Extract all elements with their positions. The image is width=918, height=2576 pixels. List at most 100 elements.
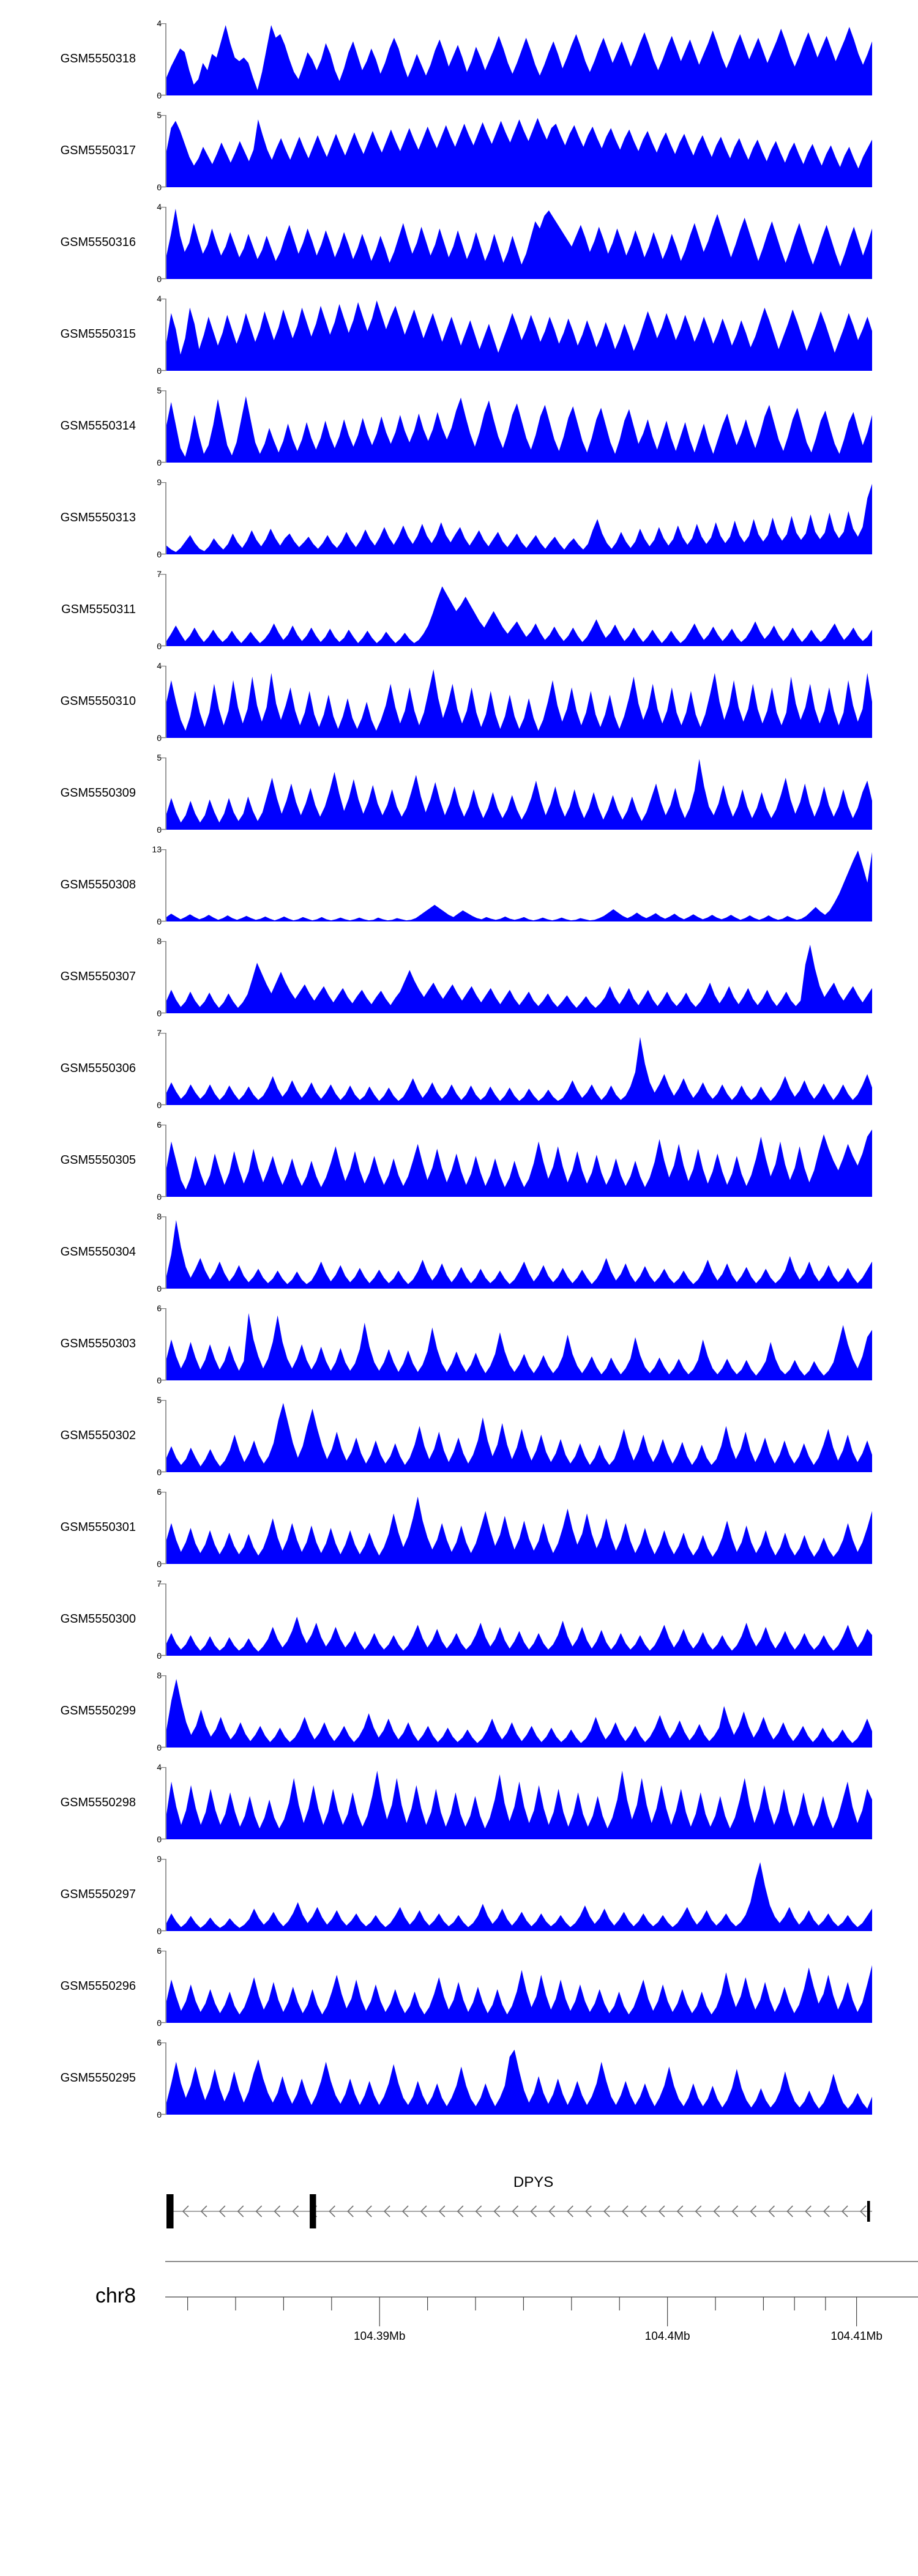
track-plot-area[interactable] xyxy=(158,666,875,739)
track-sample-label: GSM5550299 xyxy=(60,1704,136,1718)
track-plot-area[interactable] xyxy=(158,1125,875,1198)
track-sample-label: GSM5550318 xyxy=(60,52,136,65)
coverage-area xyxy=(166,944,872,1013)
coverage-track[interactable]: GSM5550299 8 0 xyxy=(0,1671,918,1752)
coverage-track[interactable]: GSM5550302 5 0 xyxy=(0,1396,918,1476)
track-plot-area[interactable] xyxy=(158,574,875,647)
coverage-area xyxy=(166,850,872,921)
track-plot-area[interactable] xyxy=(158,299,875,372)
strand-arrow-left-icon xyxy=(255,2205,263,2217)
coverage-area xyxy=(166,586,872,646)
coverage-track[interactable]: GSM5550305 6 0 xyxy=(0,1120,918,1201)
strand-arrow-left-icon xyxy=(786,2205,793,2217)
gene-annotation-track[interactable]: DPYS xyxy=(0,2164,918,2243)
y-axis-bracket xyxy=(158,758,166,830)
strand-arrow-left-icon xyxy=(859,2205,867,2217)
coverage-track[interactable]: GSM5550318 4 0 xyxy=(0,19,918,100)
coverage-track[interactable]: GSM5550304 8 0 xyxy=(0,1212,918,1293)
coverage-plot xyxy=(158,1400,872,1473)
strand-arrow-left-icon xyxy=(438,2205,446,2217)
strand-arrow-left-icon xyxy=(676,2205,684,2217)
strand-arrow-left-icon xyxy=(493,2205,501,2217)
y-axis-bracket xyxy=(158,1216,166,1289)
strand-arrow-left-icon xyxy=(530,2205,537,2217)
coverage-area xyxy=(166,1402,872,1472)
track-plot-area[interactable] xyxy=(158,1400,875,1473)
coverage-plot xyxy=(158,23,872,96)
strand-arrow-left-icon xyxy=(292,2205,299,2217)
strand-arrow-left-icon xyxy=(567,2205,573,2217)
coverage-track[interactable]: GSM5550317 5 0 xyxy=(0,111,918,192)
strand-arrow-left-icon xyxy=(548,2205,555,2217)
strand-arrow-left-icon xyxy=(420,2205,427,2217)
strand-arrow-left-icon xyxy=(621,2205,629,2217)
coverage-track[interactable]: GSM5550298 4 0 xyxy=(0,1763,918,1844)
y-axis-bracket xyxy=(158,1859,166,1932)
gene-label: DPYS xyxy=(513,2174,554,2191)
coverage-area xyxy=(166,24,872,96)
coverage-plot xyxy=(158,1308,872,1381)
coverage-track[interactable]: GSM5550308 13 0 xyxy=(0,845,918,926)
track-plot-area[interactable] xyxy=(158,1675,875,1749)
exon-block[interactable] xyxy=(166,2194,174,2228)
coverage-track[interactable]: GSM5550315 4 0 xyxy=(0,294,918,375)
track-plot-area[interactable] xyxy=(158,115,875,188)
exon-block[interactable] xyxy=(867,2201,870,2222)
exon-block[interactable] xyxy=(310,2194,316,2228)
coverage-plot xyxy=(158,482,872,555)
coverage-track[interactable]: GSM5550311 7 0 xyxy=(0,570,918,650)
coverage-track[interactable]: GSM5550316 4 0 xyxy=(0,203,918,283)
y-axis-bracket xyxy=(158,115,166,188)
coverage-plot xyxy=(158,299,872,371)
y-axis-bracket xyxy=(158,1400,166,1473)
coverage-track[interactable]: GSM5550300 7 0 xyxy=(0,1579,918,1660)
track-plot-area[interactable] xyxy=(158,1033,875,1106)
coverage-track[interactable]: GSM5550306 7 0 xyxy=(0,1029,918,1109)
track-plot-area[interactable] xyxy=(158,1308,875,1382)
coverage-area xyxy=(166,1219,872,1289)
coverage-plot xyxy=(158,2042,872,2115)
coverage-plot xyxy=(158,849,872,922)
strand-arrow-left-icon xyxy=(658,2205,665,2217)
track-plot-area[interactable] xyxy=(158,1859,875,1932)
track-plot-area[interactable] xyxy=(158,1951,875,2024)
track-plot-area[interactable] xyxy=(158,1767,875,1841)
track-sample-label: GSM5550311 xyxy=(61,603,136,616)
coverage-track[interactable]: GSM5550314 5 0 xyxy=(0,386,918,467)
y-axis-bracket xyxy=(158,941,166,1014)
gene-model-svg xyxy=(166,2194,872,2228)
track-plot-area[interactable] xyxy=(158,1584,875,1657)
coverage-area xyxy=(166,300,872,371)
track-plot-area[interactable] xyxy=(158,207,875,280)
y-axis-bracket xyxy=(158,574,166,647)
coverage-track[interactable]: GSM5550296 6 0 xyxy=(0,1946,918,2027)
track-plot-area[interactable] xyxy=(158,23,875,97)
track-plot-area[interactable] xyxy=(158,849,875,923)
coverage-track[interactable]: GSM5550307 8 0 xyxy=(0,937,918,1018)
coverage-track[interactable]: GSM5550301 6 0 xyxy=(0,1487,918,1568)
coverage-area xyxy=(166,483,872,554)
coverage-plot xyxy=(158,574,872,647)
track-plot-area[interactable] xyxy=(158,2042,875,2116)
track-plot-area[interactable] xyxy=(158,482,875,556)
coverage-track[interactable]: GSM5550310 4 0 xyxy=(0,661,918,742)
track-plot-area[interactable] xyxy=(158,1216,875,1290)
coverage-plot xyxy=(158,1216,872,1289)
track-sample-label: GSM5550301 xyxy=(60,1521,136,1534)
strand-arrow-left-icon xyxy=(768,2205,775,2217)
strand-arrow-left-icon xyxy=(603,2205,610,2217)
track-plot-area[interactable] xyxy=(158,390,875,464)
strand-arrow-left-icon xyxy=(750,2205,757,2217)
coverage-track[interactable]: GSM5550313 9 0 xyxy=(0,478,918,559)
coverage-area xyxy=(166,396,872,463)
coverage-area xyxy=(166,1037,872,1105)
track-plot-area[interactable] xyxy=(158,941,875,1014)
coverage-plot xyxy=(158,941,872,1014)
track-plot-area[interactable] xyxy=(158,758,875,831)
track-plot-area[interactable] xyxy=(158,1492,875,1565)
coverage-track[interactable]: GSM5550303 6 0 xyxy=(0,1304,918,1385)
coverage-track[interactable]: GSM5550309 5 0 xyxy=(0,753,918,834)
coverage-track[interactable]: GSM5550295 6 0 xyxy=(0,2038,918,2119)
strand-arrow-left-icon xyxy=(457,2205,464,2217)
coverage-track[interactable]: GSM5550297 9 0 xyxy=(0,1855,918,1935)
